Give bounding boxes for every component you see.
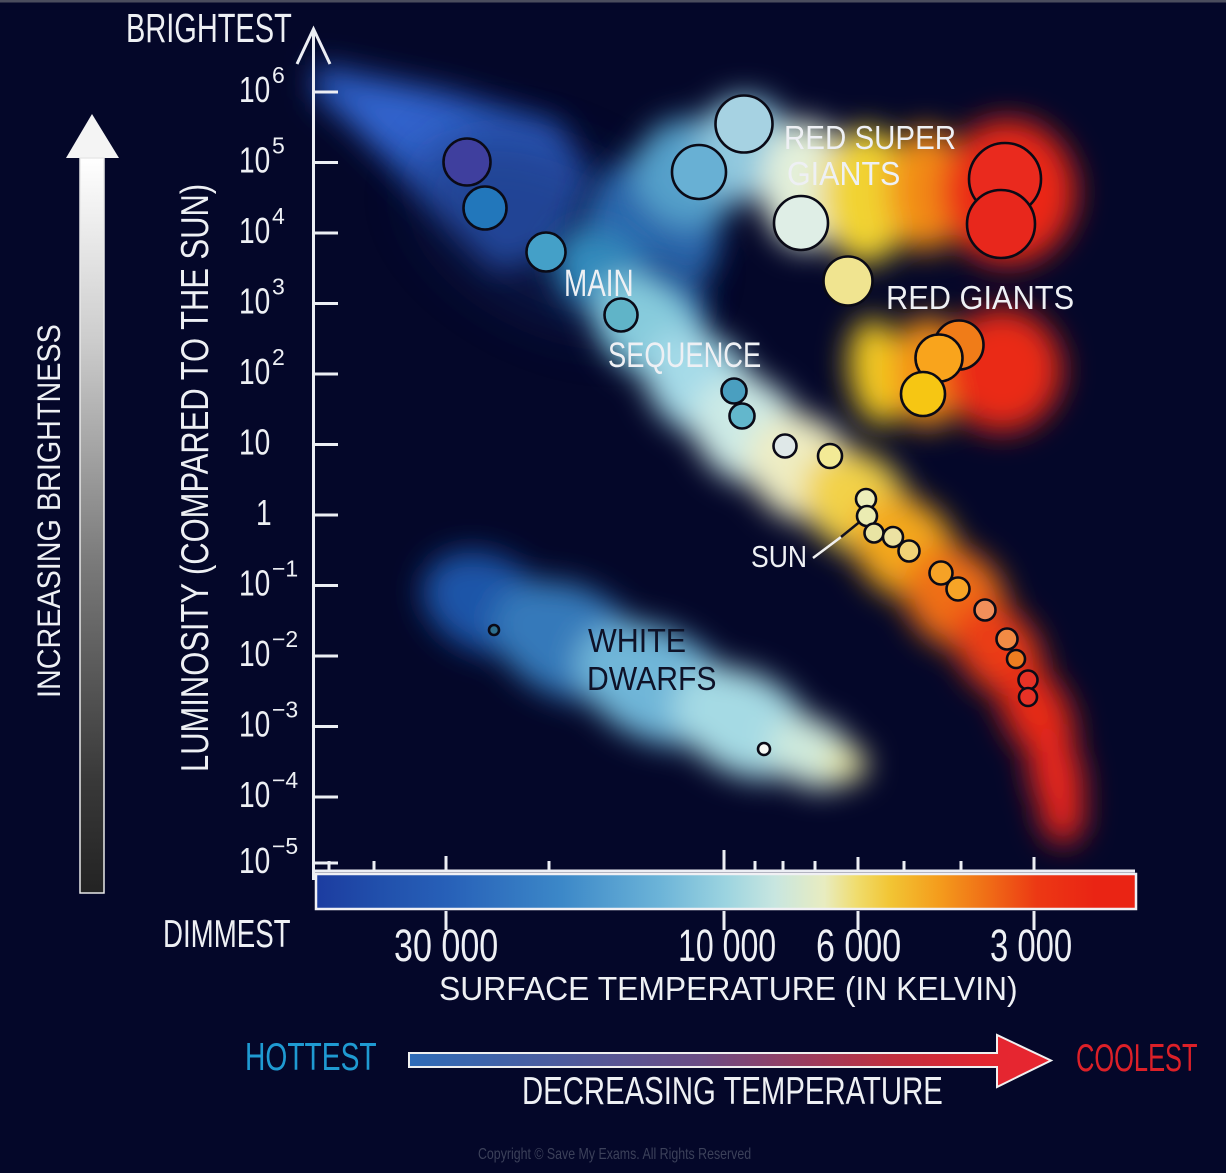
svg-text:LUMINOSITY (COMPARED TO THE SU: LUMINOSITY (COMPARED TO THE SUN) — [174, 184, 217, 772]
svg-text:10: 10 — [239, 352, 270, 392]
svg-text:BRIGHTEST: BRIGHTEST — [126, 6, 292, 51]
svg-text:−2: −2 — [272, 626, 298, 652]
svg-text:10: 10 — [239, 211, 270, 251]
svg-text:10: 10 — [239, 841, 270, 881]
svg-text:MAIN: MAIN — [564, 263, 634, 305]
svg-text:10: 10 — [239, 70, 270, 110]
svg-text:4: 4 — [272, 203, 285, 229]
svg-text:5: 5 — [272, 133, 285, 159]
svg-text:−3: −3 — [272, 697, 298, 723]
svg-text:SEQUENCE: SEQUENCE — [608, 334, 761, 374]
svg-text:GIANTS: GIANTS — [787, 155, 900, 193]
svg-text:HOTTEST: HOTTEST — [245, 1036, 377, 1080]
svg-text:3: 3 — [272, 274, 285, 300]
svg-text:SUN: SUN — [751, 540, 807, 574]
svg-text:10: 10 — [239, 704, 270, 744]
svg-text:6: 6 — [272, 62, 285, 88]
svg-text:WHITE: WHITE — [588, 622, 686, 660]
svg-text:−5: −5 — [272, 833, 298, 859]
svg-text:DIMMEST: DIMMEST — [163, 912, 291, 956]
svg-text:10 000: 10 000 — [678, 922, 776, 972]
svg-text:10: 10 — [239, 422, 270, 462]
svg-text:DWARFS: DWARFS — [587, 660, 717, 698]
svg-text:RED GIANTS: RED GIANTS — [886, 279, 1074, 316]
svg-text:2: 2 — [272, 344, 285, 370]
svg-text:10: 10 — [239, 281, 270, 321]
svg-text:10: 10 — [239, 563, 270, 603]
svg-text:COOLEST: COOLEST — [1076, 1037, 1198, 1081]
svg-text:1: 1 — [256, 493, 272, 533]
svg-text:10: 10 — [239, 140, 270, 180]
svg-text:RED SUPER: RED SUPER — [784, 118, 956, 156]
svg-text:10: 10 — [239, 775, 270, 815]
svg-text:DECREASING TEMPERATURE: DECREASING TEMPERATURE — [522, 1070, 943, 1113]
svg-text:Copyright © Save My Exams. All: Copyright © Save My Exams. All Rights Re… — [478, 1145, 751, 1163]
svg-text:SURFACE TEMPERATURE (IN KELVIN: SURFACE TEMPERATURE (IN KELVIN) — [439, 969, 1018, 1007]
svg-text:INCREASING BRIGHTNESS: INCREASING BRIGHTNESS — [32, 324, 68, 698]
svg-text:−4: −4 — [272, 767, 298, 793]
svg-text:3 000: 3 000 — [990, 921, 1072, 971]
svg-text:30 000: 30 000 — [394, 922, 498, 972]
svg-text:6 000: 6 000 — [816, 921, 901, 971]
svg-text:−1: −1 — [272, 556, 298, 582]
svg-text:10: 10 — [239, 634, 270, 674]
